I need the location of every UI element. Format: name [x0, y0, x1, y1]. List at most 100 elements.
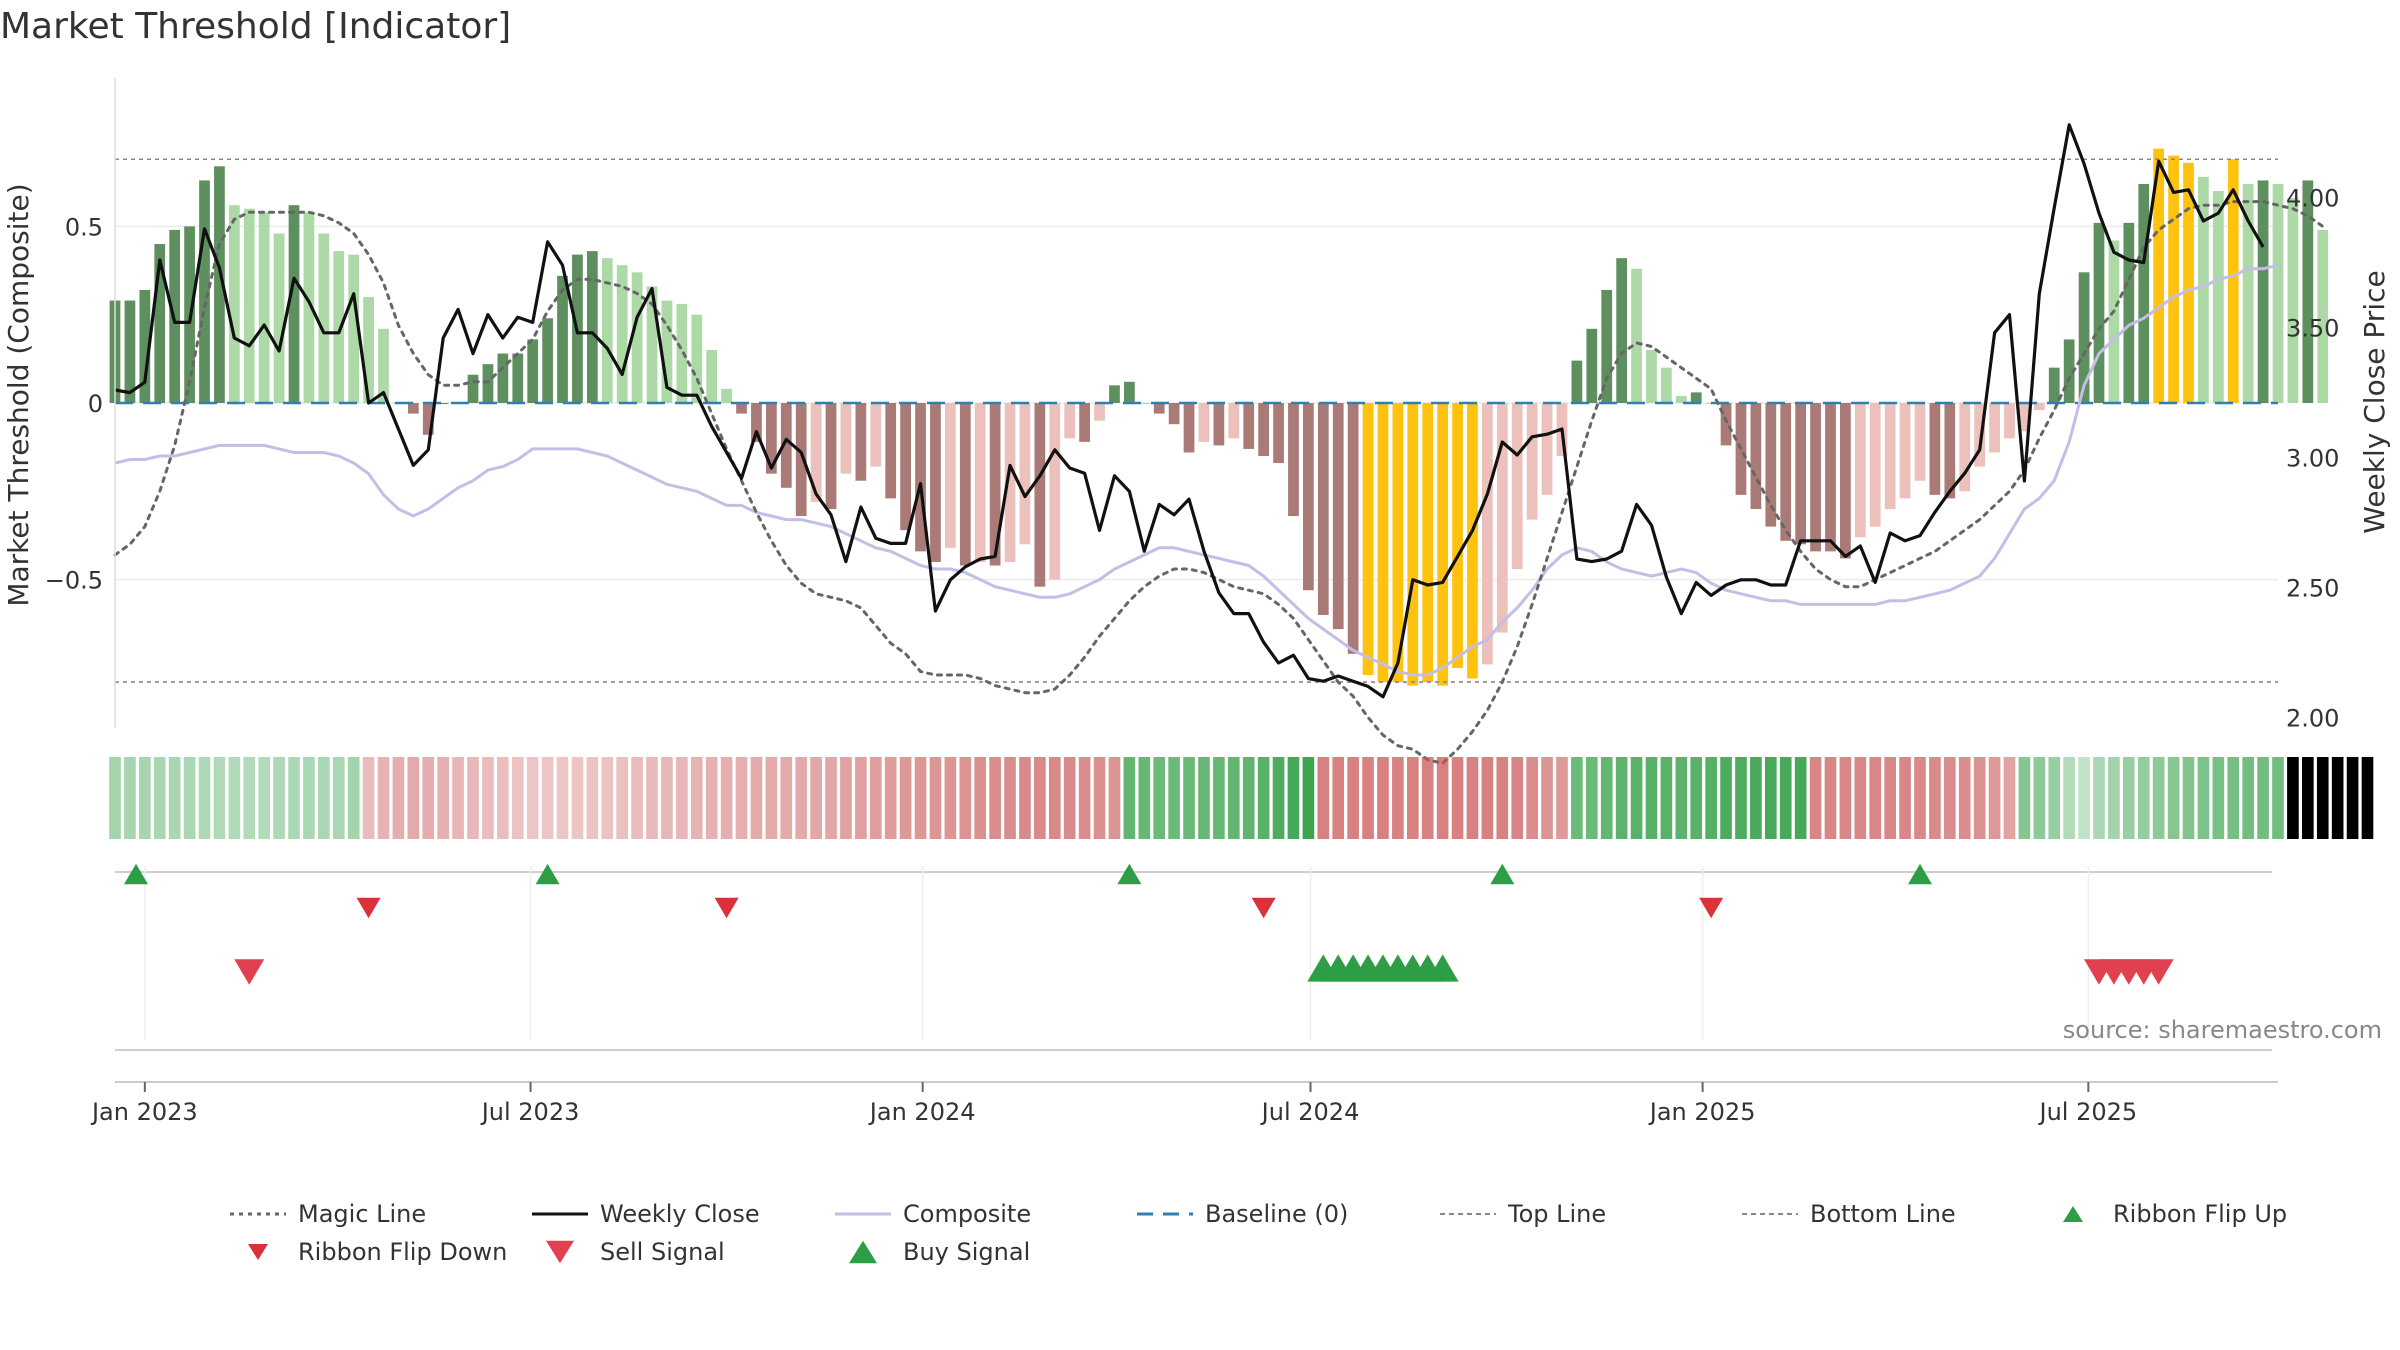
- composite-bar: [631, 272, 643, 403]
- composite-bar: [765, 403, 777, 474]
- legend-swatch-flipup: [2063, 1206, 2083, 1222]
- composite-bar: [557, 275, 568, 403]
- composite-bar: [1049, 403, 1061, 580]
- ribbon-cell: [2197, 757, 2210, 839]
- ribbon-cell: [690, 757, 703, 839]
- ribbon-cell: [1347, 757, 1359, 839]
- ribbon-cell: [616, 757, 629, 839]
- composite-bar: [1347, 403, 1359, 654]
- composite-bar: [1974, 403, 1986, 467]
- composite-bar: [691, 314, 703, 403]
- ribbon-cell: [1436, 757, 1449, 839]
- ribbon-cell: [2123, 757, 2135, 839]
- legend-swatch-flipdn: [248, 1244, 268, 1260]
- composite-bar: [527, 339, 539, 403]
- ribbon-cell: [959, 757, 972, 839]
- composite-bar: [2257, 180, 2269, 403]
- ribbon-cell: [2272, 757, 2284, 839]
- ribbon-cell: [332, 757, 345, 839]
- ribbon-cell: [2108, 757, 2120, 839]
- signal-rows: [115, 863, 2272, 1051]
- composite-bar: [2108, 240, 2120, 403]
- composite-bar: [482, 364, 494, 403]
- composite-bar: [586, 251, 598, 403]
- magic-line: [113, 200, 2325, 765]
- ribbon-cell: [392, 757, 405, 839]
- composite-bar: [378, 328, 389, 403]
- ribbon-cell: [467, 757, 479, 839]
- composite-bar: [1750, 403, 1762, 509]
- ribbon-cell: [168, 757, 181, 839]
- ribbon-cell: [2331, 757, 2344, 839]
- legend-swatch-baseline: [1137, 1212, 1193, 1216]
- composite-bar: [437, 403, 449, 404]
- ribbon-cell: [1242, 757, 1255, 839]
- composite-bar: [930, 403, 941, 562]
- composite-bar: [855, 403, 867, 481]
- composite-bar: [512, 353, 524, 403]
- x-tick-label: Jul 2025: [2038, 1098, 2138, 1126]
- legend-label: Weekly Close: [600, 1200, 760, 1228]
- ribbon-cell: [705, 757, 718, 839]
- y-right-tick-label: 3.50: [2286, 315, 2339, 343]
- ribbon-cell: [1750, 757, 1762, 839]
- ribbon-cell: [1869, 757, 1882, 839]
- ribbon-flip-down-marker: [714, 897, 739, 919]
- ribbon-cell: [482, 757, 494, 839]
- ribbon-cell: [1764, 757, 1777, 839]
- ribbon-cell: [1481, 757, 1494, 839]
- ribbon-cell: [1705, 757, 1717, 839]
- ribbon-cell: [437, 757, 449, 839]
- ribbon-cell: [318, 757, 330, 839]
- ribbon-cell: [2257, 757, 2269, 839]
- composite-bar: [333, 251, 345, 403]
- composite-bar: [1541, 403, 1553, 495]
- legend-item-sell: Sell Signal: [532, 1238, 725, 1266]
- ribbon-cell: [825, 757, 837, 839]
- legend-marker: [2063, 1206, 2083, 1222]
- composite-bar: [1377, 403, 1389, 683]
- buy-signal-marker: [1426, 954, 1459, 982]
- ribbon-cell: [1929, 757, 1941, 839]
- y-right-tick-label: 2.50: [2286, 575, 2339, 603]
- composite-bar: [1168, 403, 1180, 425]
- composite-bar: [318, 233, 330, 403]
- legend-label: Ribbon Flip Up: [2113, 1200, 2288, 1228]
- composite-bar: [1452, 403, 1463, 668]
- composite-bar: [2227, 159, 2239, 403]
- legend-item-magic: Magic Line: [230, 1200, 426, 1228]
- ribbon-cell: [1839, 757, 1852, 839]
- composite-bar: [214, 166, 225, 403]
- composite-bar: [989, 403, 1001, 566]
- ribbon-cell: [198, 757, 211, 839]
- composite-bar: [2302, 180, 2314, 403]
- composite-bar: [1213, 403, 1225, 446]
- sell-signal-marker: [2143, 959, 2174, 985]
- ribbon-cell: [1421, 757, 1434, 839]
- composite-bar: [1661, 367, 1672, 403]
- composite-bar: [273, 233, 285, 403]
- composite-bar: [2093, 222, 2105, 403]
- ribbon-cell: [497, 757, 509, 839]
- composite-bar: [2004, 403, 2015, 439]
- ribbon-cell: [1138, 757, 1151, 839]
- ribbon-cell: [273, 757, 285, 839]
- composite-bar: [1646, 350, 1657, 403]
- ribbon-flip-up-marker: [1907, 863, 1932, 885]
- composite-bar: [363, 297, 374, 403]
- ribbon-cell: [1213, 757, 1225, 839]
- ribbon-flip-down-marker: [356, 897, 381, 919]
- ribbon-cell: [2242, 757, 2254, 839]
- ribbon-cell: [2212, 757, 2225, 839]
- ribbon-cell: [1660, 757, 1673, 839]
- ribbon-cell: [1571, 757, 1583, 839]
- ribbon-cell: [1899, 757, 1911, 839]
- composite-bar: [1019, 403, 1031, 545]
- composite-bar: [1258, 403, 1269, 456]
- ribbon-cell: [1392, 757, 1404, 839]
- composite-bar: [885, 403, 897, 499]
- composite-bar: [1109, 385, 1120, 403]
- ribbon-cell: [2287, 757, 2299, 839]
- y-right-tick-label: 3.00: [2286, 445, 2339, 473]
- composite-bar: [706, 350, 718, 403]
